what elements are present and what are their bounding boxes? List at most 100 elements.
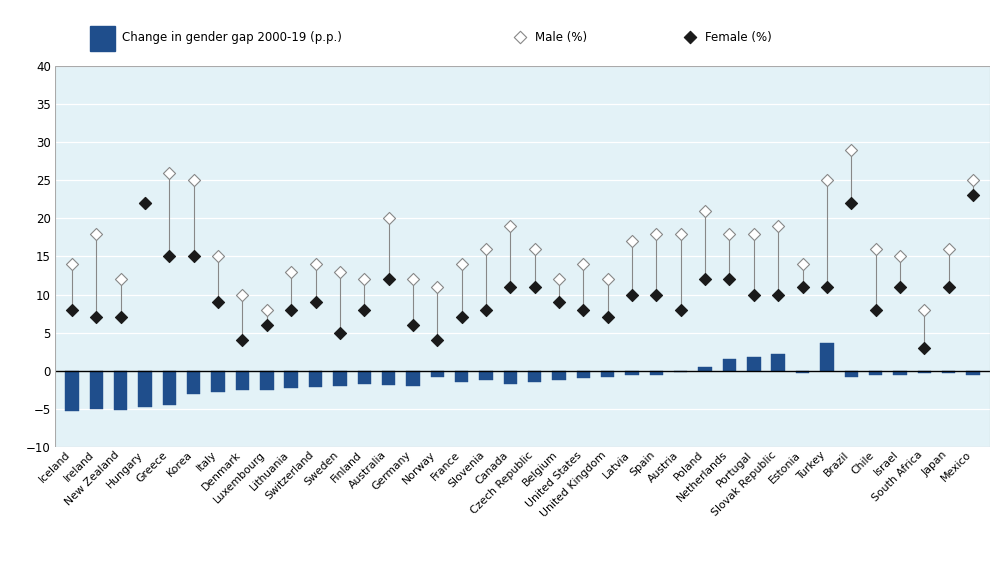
Point	[234, 336, 250, 345]
Point	[697, 206, 713, 215]
Point	[454, 313, 470, 322]
Point	[88, 229, 104, 238]
Bar	[601, 371, 614, 377]
Point	[551, 297, 567, 307]
Bar	[187, 371, 200, 394]
Point	[892, 252, 908, 261]
Point	[795, 260, 811, 269]
Bar	[309, 371, 322, 387]
Point	[478, 305, 494, 315]
Bar	[406, 371, 420, 386]
Point	[512, 33, 528, 42]
Point	[770, 290, 786, 299]
Bar	[455, 371, 468, 382]
Point	[308, 297, 324, 307]
Point	[892, 282, 908, 292]
Text: Change in gender gap 2000-19 (p.p.): Change in gender gap 2000-19 (p.p.)	[122, 31, 342, 44]
Point	[575, 260, 591, 269]
Bar	[528, 371, 541, 382]
Bar	[869, 371, 882, 375]
FancyBboxPatch shape	[90, 26, 115, 51]
Point	[527, 244, 543, 253]
Point	[478, 244, 494, 253]
Point	[405, 320, 421, 329]
Bar	[674, 371, 687, 372]
Bar	[431, 371, 444, 377]
Point	[600, 313, 616, 322]
Point	[308, 260, 324, 269]
Text: Male (%): Male (%)	[535, 31, 587, 44]
Point	[673, 229, 689, 238]
Bar	[333, 371, 347, 386]
Point	[770, 221, 786, 230]
Bar	[893, 371, 907, 375]
Bar	[138, 371, 152, 407]
Point	[161, 168, 177, 177]
Point	[64, 305, 80, 315]
Bar	[260, 371, 274, 390]
Bar	[358, 371, 371, 384]
Bar	[966, 371, 980, 375]
Point	[916, 343, 932, 352]
Bar	[918, 371, 931, 373]
Point	[405, 274, 421, 284]
Point	[429, 336, 445, 345]
Point	[965, 191, 981, 200]
Point	[64, 260, 80, 269]
Bar	[796, 371, 809, 373]
Point	[682, 33, 698, 42]
Point	[259, 320, 275, 329]
Point	[356, 305, 372, 315]
Point	[624, 237, 640, 246]
Bar	[552, 371, 566, 380]
Point	[502, 282, 518, 292]
Point	[843, 145, 859, 154]
Bar	[845, 371, 858, 377]
Point	[381, 274, 397, 284]
Point	[332, 267, 348, 276]
Bar	[382, 371, 395, 385]
Bar	[942, 371, 955, 373]
Point	[868, 244, 884, 253]
Point	[721, 274, 737, 284]
Point	[648, 290, 664, 299]
Point	[941, 244, 957, 253]
Point	[234, 290, 250, 299]
Point	[381, 214, 397, 223]
Point	[161, 252, 177, 261]
Point	[624, 290, 640, 299]
Point	[137, 198, 153, 207]
Point	[210, 252, 226, 261]
Point	[186, 252, 202, 261]
Point	[697, 274, 713, 284]
Point	[283, 267, 299, 276]
Point	[600, 274, 616, 284]
Bar	[820, 343, 834, 371]
Point	[746, 290, 762, 299]
Bar	[625, 371, 639, 375]
Bar	[90, 371, 103, 409]
Bar	[723, 359, 736, 371]
Bar	[698, 367, 712, 371]
Point	[332, 328, 348, 337]
Bar	[163, 371, 176, 405]
Point	[186, 175, 202, 185]
Bar	[284, 371, 298, 388]
Bar	[747, 357, 761, 371]
Bar	[771, 354, 785, 371]
Bar	[211, 371, 225, 392]
Point	[259, 305, 275, 315]
Point	[113, 274, 129, 284]
Bar	[504, 371, 517, 384]
Point	[551, 274, 567, 284]
Point	[88, 313, 104, 322]
Point	[795, 282, 811, 292]
Point	[819, 175, 835, 185]
Bar	[650, 371, 663, 375]
Point	[137, 198, 153, 207]
Point	[843, 198, 859, 207]
Point	[916, 305, 932, 315]
Point	[356, 274, 372, 284]
Bar	[65, 371, 79, 411]
Point	[429, 282, 445, 292]
